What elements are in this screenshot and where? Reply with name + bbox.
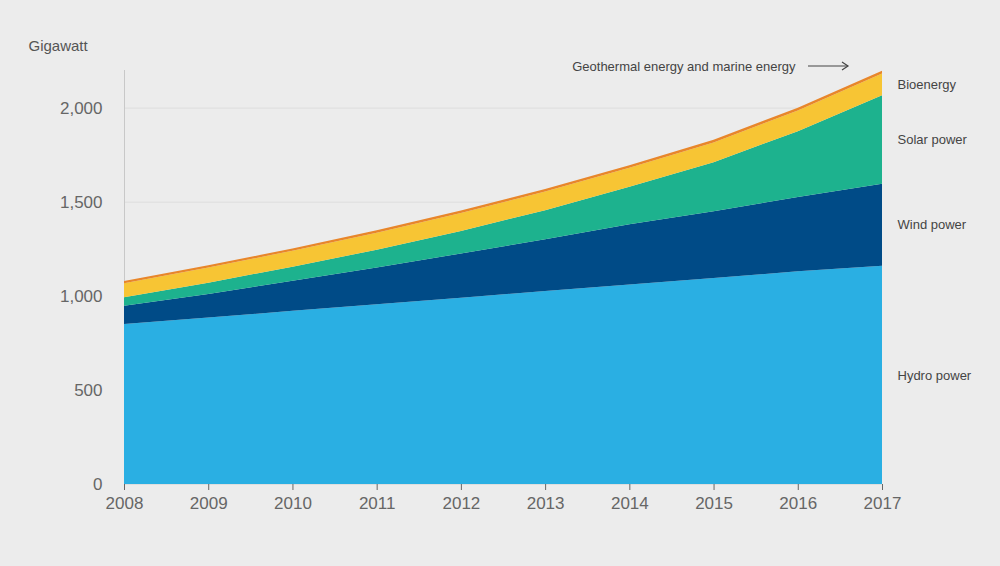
svg-text:2010: 2010	[274, 494, 312, 513]
svg-text:2014: 2014	[611, 494, 649, 513]
svg-text:2016: 2016	[779, 494, 817, 513]
svg-text:1,000: 1,000	[60, 287, 103, 306]
svg-text:Wind power: Wind power	[898, 217, 967, 232]
svg-text:Gigawatt: Gigawatt	[29, 37, 89, 54]
svg-text:1,500: 1,500	[60, 193, 103, 212]
svg-text:500: 500	[74, 381, 102, 400]
svg-text:2011: 2011	[359, 494, 396, 513]
svg-text:0: 0	[93, 475, 102, 494]
svg-text:2013: 2013	[527, 494, 565, 513]
svg-text:Geothermal energy and marine e: Geothermal energy and marine energy	[572, 59, 796, 74]
svg-text:2015: 2015	[695, 494, 733, 513]
svg-text:Bioenergy: Bioenergy	[898, 77, 957, 92]
svg-text:Solar power: Solar power	[898, 132, 968, 147]
svg-text:2012: 2012	[442, 494, 480, 513]
svg-text:2017: 2017	[864, 494, 902, 513]
svg-text:2009: 2009	[190, 494, 228, 513]
svg-text:Hydro power: Hydro power	[898, 368, 972, 383]
svg-text:2008: 2008	[106, 494, 144, 513]
svg-text:2,000: 2,000	[60, 99, 103, 118]
